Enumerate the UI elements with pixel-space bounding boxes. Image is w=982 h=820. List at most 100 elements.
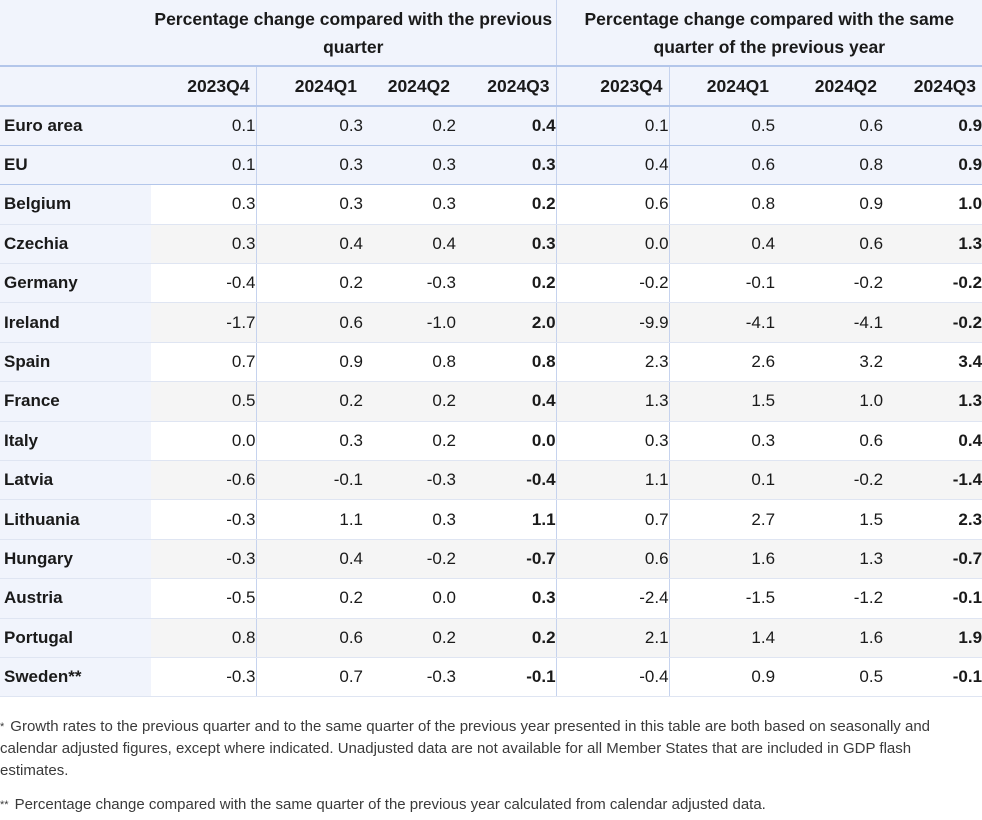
- table-row: Lithuania -0.3 1.1 0.3 1.1 0.7 2.7 1.5 2.3: [0, 499, 982, 540]
- value-cell: -0.7: [456, 539, 557, 580]
- footnote-marker: *: [0, 721, 5, 733]
- value-cell: 0.0: [151, 421, 257, 462]
- value-cell: 0.5: [669, 106, 776, 146]
- value-cell: 0.2: [456, 618, 557, 658]
- group-header-same-quarter-previous-year: Percentage change compared with the same…: [556, 0, 982, 67]
- value-cell: 0.0: [556, 224, 670, 265]
- period-header: 2024Q2: [775, 66, 884, 107]
- value-cell: -1.7: [151, 302, 257, 343]
- value-cell: 0.4: [363, 224, 456, 265]
- country-cell: Sweden**: [0, 657, 151, 698]
- value-cell: 1.5: [669, 381, 776, 422]
- table-row: Ireland -1.7 0.6 -1.0 2.0 -9.9 -4.1 -4.1 -0.2: [0, 302, 982, 343]
- value-cell: 0.3: [256, 421, 363, 462]
- value-cell: -0.1: [883, 578, 982, 619]
- value-cell: -1.4: [883, 460, 982, 501]
- value-cell: 0.4: [456, 106, 557, 146]
- value-cell: 0.2: [256, 578, 363, 619]
- period-header: 2023Q4: [556, 66, 670, 107]
- value-cell: 0.3: [363, 145, 456, 186]
- gdp-growth-table: Percentage change compared with the prev…: [0, 0, 982, 698]
- value-cell: -0.3: [151, 539, 257, 580]
- value-cell: 1.4: [669, 618, 776, 658]
- value-cell: 0.6: [556, 184, 670, 225]
- value-cell: 0.3: [556, 421, 670, 462]
- footnote-text: Percentage change compared with the same…: [14, 796, 766, 813]
- value-cell: 0.6: [775, 106, 884, 146]
- value-cell: 1.3: [883, 224, 982, 265]
- value-cell: 2.0: [456, 302, 557, 343]
- value-cell: 0.8: [363, 342, 456, 383]
- value-cell: 0.6: [669, 145, 776, 186]
- value-cell: -0.3: [363, 657, 456, 698]
- value-cell: -0.2: [363, 539, 456, 580]
- value-cell: 0.9: [883, 145, 982, 186]
- table-row: Germany -0.4 0.2 -0.3 0.2 -0.2 -0.1 -0.2 -0.2: [0, 263, 982, 304]
- value-cell: 0.3: [256, 184, 363, 225]
- value-cell: -0.2: [883, 302, 982, 343]
- value-cell: 0.6: [775, 224, 884, 265]
- footnote-2: ** Percentage change compared with the sa…: [0, 794, 982, 816]
- table-row: Portugal 0.8 0.6 0.2 0.2 2.1 1.4 1.6 1.9: [0, 618, 982, 658]
- value-cell: 1.5: [775, 499, 884, 540]
- value-cell: 0.3: [363, 184, 456, 225]
- country-cell: Hungary: [0, 539, 151, 580]
- table-header: Percentage change compared with the prev…: [0, 0, 982, 107]
- value-cell: 0.1: [151, 106, 257, 146]
- value-cell: -0.2: [556, 263, 670, 304]
- value-cell: 0.2: [256, 381, 363, 422]
- table-row: Latvia -0.6 -0.1 -0.3 -0.4 1.1 0.1 -0.2 -1.4: [0, 460, 982, 501]
- country-cell: Germany: [0, 263, 151, 304]
- value-cell: 0.2: [456, 263, 557, 304]
- value-cell: 0.6: [556, 539, 670, 580]
- value-cell: 0.9: [775, 184, 884, 225]
- value-cell: -0.1: [256, 460, 363, 501]
- value-cell: 0.4: [669, 224, 776, 265]
- table-row: France 0.5 0.2 0.2 0.4 1.3 1.5 1.0 1.3: [0, 381, 982, 422]
- table-row: Italy 0.0 0.3 0.2 0.0 0.3 0.3 0.6 0.4: [0, 421, 982, 462]
- period-header: 2024Q2: [363, 66, 456, 107]
- value-cell: -0.1: [456, 657, 557, 698]
- value-cell: 1.3: [883, 381, 982, 422]
- table-body: Euro area 0.1 0.3 0.2 0.4 0.1 0.5 0.6 0.9 EU 0.1 0.…: [0, 106, 982, 698]
- value-cell: 2.1: [556, 618, 670, 658]
- value-cell: 0.4: [256, 539, 363, 580]
- value-cell: 0.6: [256, 302, 363, 343]
- value-cell: 3.2: [775, 342, 884, 383]
- value-cell: 0.2: [363, 106, 456, 146]
- value-cell: 0.1: [151, 145, 257, 186]
- value-cell: -0.4: [151, 263, 257, 304]
- value-cell: 0.6: [775, 421, 884, 462]
- value-cell: 2.3: [883, 499, 982, 540]
- value-cell: 0.4: [556, 145, 670, 186]
- value-cell: 0.0: [363, 578, 456, 619]
- value-cell: 0.3: [363, 499, 456, 540]
- period-header-row: 2023Q4 2024Q1 2024Q2 2024Q3 2023Q4 2024Q…: [0, 66, 982, 107]
- value-cell: -1.2: [775, 578, 884, 619]
- value-cell: -0.1: [669, 263, 776, 304]
- value-cell: 1.6: [669, 539, 776, 580]
- value-cell: 1.3: [775, 539, 884, 580]
- table-row: Euro area 0.1 0.3 0.2 0.4 0.1 0.5 0.6 0.9: [0, 106, 982, 146]
- value-cell: -4.1: [775, 302, 884, 343]
- value-cell: 1.1: [556, 460, 670, 501]
- value-cell: -4.1: [669, 302, 776, 343]
- value-cell: 0.4: [456, 381, 557, 422]
- value-cell: 0.9: [256, 342, 363, 383]
- country-cell: Lithuania: [0, 499, 151, 540]
- value-cell: 0.4: [883, 421, 982, 462]
- value-cell: 0.3: [456, 578, 557, 619]
- country-cell: Spain: [0, 342, 151, 383]
- value-cell: -0.5: [151, 578, 257, 619]
- value-cell: -9.9: [556, 302, 670, 343]
- table-row: Sweden** -0.3 0.7 -0.3 -0.1 -0.4 0.9 0.5 -0.1: [0, 657, 982, 698]
- footnote-text: Growth rates to the previous quarter and…: [0, 718, 931, 779]
- group-header-row: Percentage change compared with the prev…: [0, 0, 982, 67]
- value-cell: 0.3: [256, 106, 363, 146]
- value-cell: 2.3: [556, 342, 670, 383]
- footnote-marker: **: [0, 799, 9, 811]
- table-row: Hungary -0.3 0.4 -0.2 -0.7 0.6 1.6 1.3 -0.7: [0, 539, 982, 580]
- period-header-corner: [0, 66, 151, 107]
- country-cell: Portugal: [0, 618, 151, 658]
- value-cell: 0.8: [775, 145, 884, 186]
